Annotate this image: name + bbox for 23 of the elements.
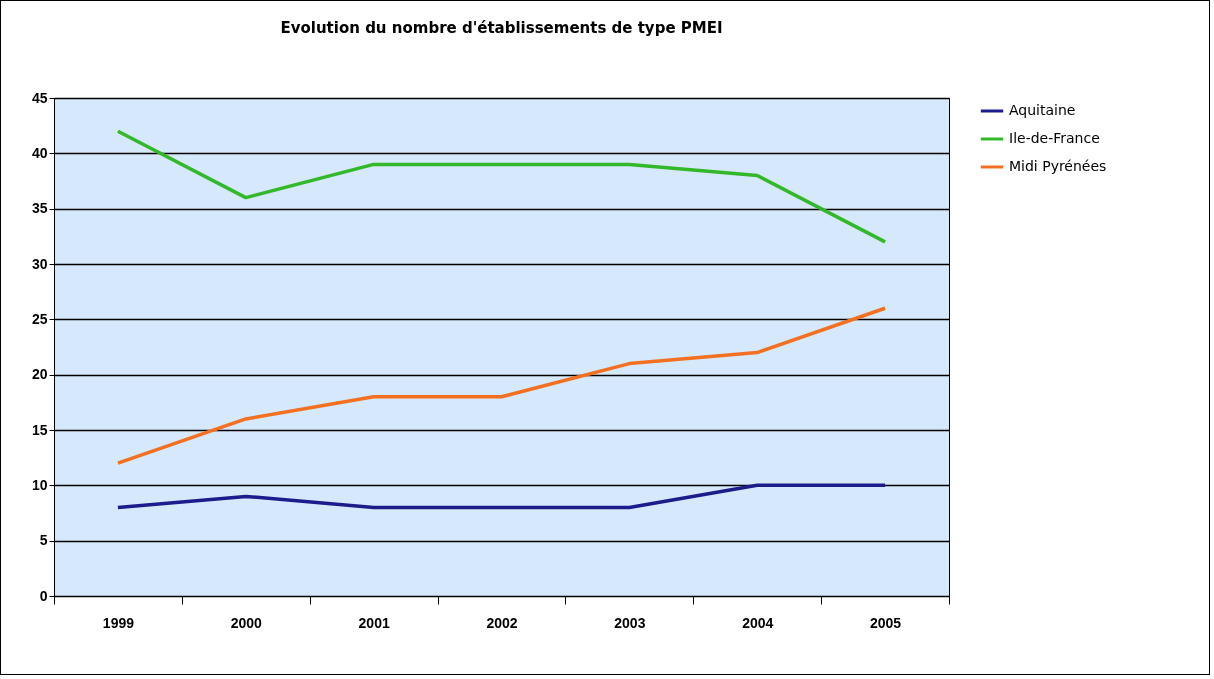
x-tick-label: 2001: [358, 614, 390, 631]
y-tick-label: 10: [31, 476, 48, 493]
y-tick-label: 30: [31, 255, 48, 272]
y-tick-label: 35: [31, 200, 48, 217]
y-tick-label: 5: [39, 532, 48, 549]
x-tick-label: 2000: [230, 614, 263, 631]
x-tick-label: 2003: [614, 614, 646, 631]
y-tick-label: 25: [31, 310, 48, 327]
y-tick-label: 45: [31, 89, 48, 106]
y-tick-label: 40: [31, 144, 48, 161]
y-tick-label: 15: [31, 421, 48, 438]
x-tick-label: 2002: [486, 614, 518, 631]
y-tick-label: 0: [39, 587, 48, 604]
legend-label: Midi Pyrénées: [1009, 158, 1107, 174]
x-tick-label: 2005: [869, 614, 902, 631]
line-series: [116, 306, 887, 465]
line-series: [116, 129, 887, 244]
legend-label: Aquitaine: [1009, 102, 1076, 118]
y-tick-label: 20: [31, 366, 48, 383]
x-tick-label: 1999: [102, 614, 135, 631]
chart-title: Evolution du nombre d'établissements de type PMEI: [280, 19, 723, 37]
x-tick-label: 2004: [742, 614, 774, 631]
legend-label: Ile-de-France: [1009, 130, 1100, 146]
